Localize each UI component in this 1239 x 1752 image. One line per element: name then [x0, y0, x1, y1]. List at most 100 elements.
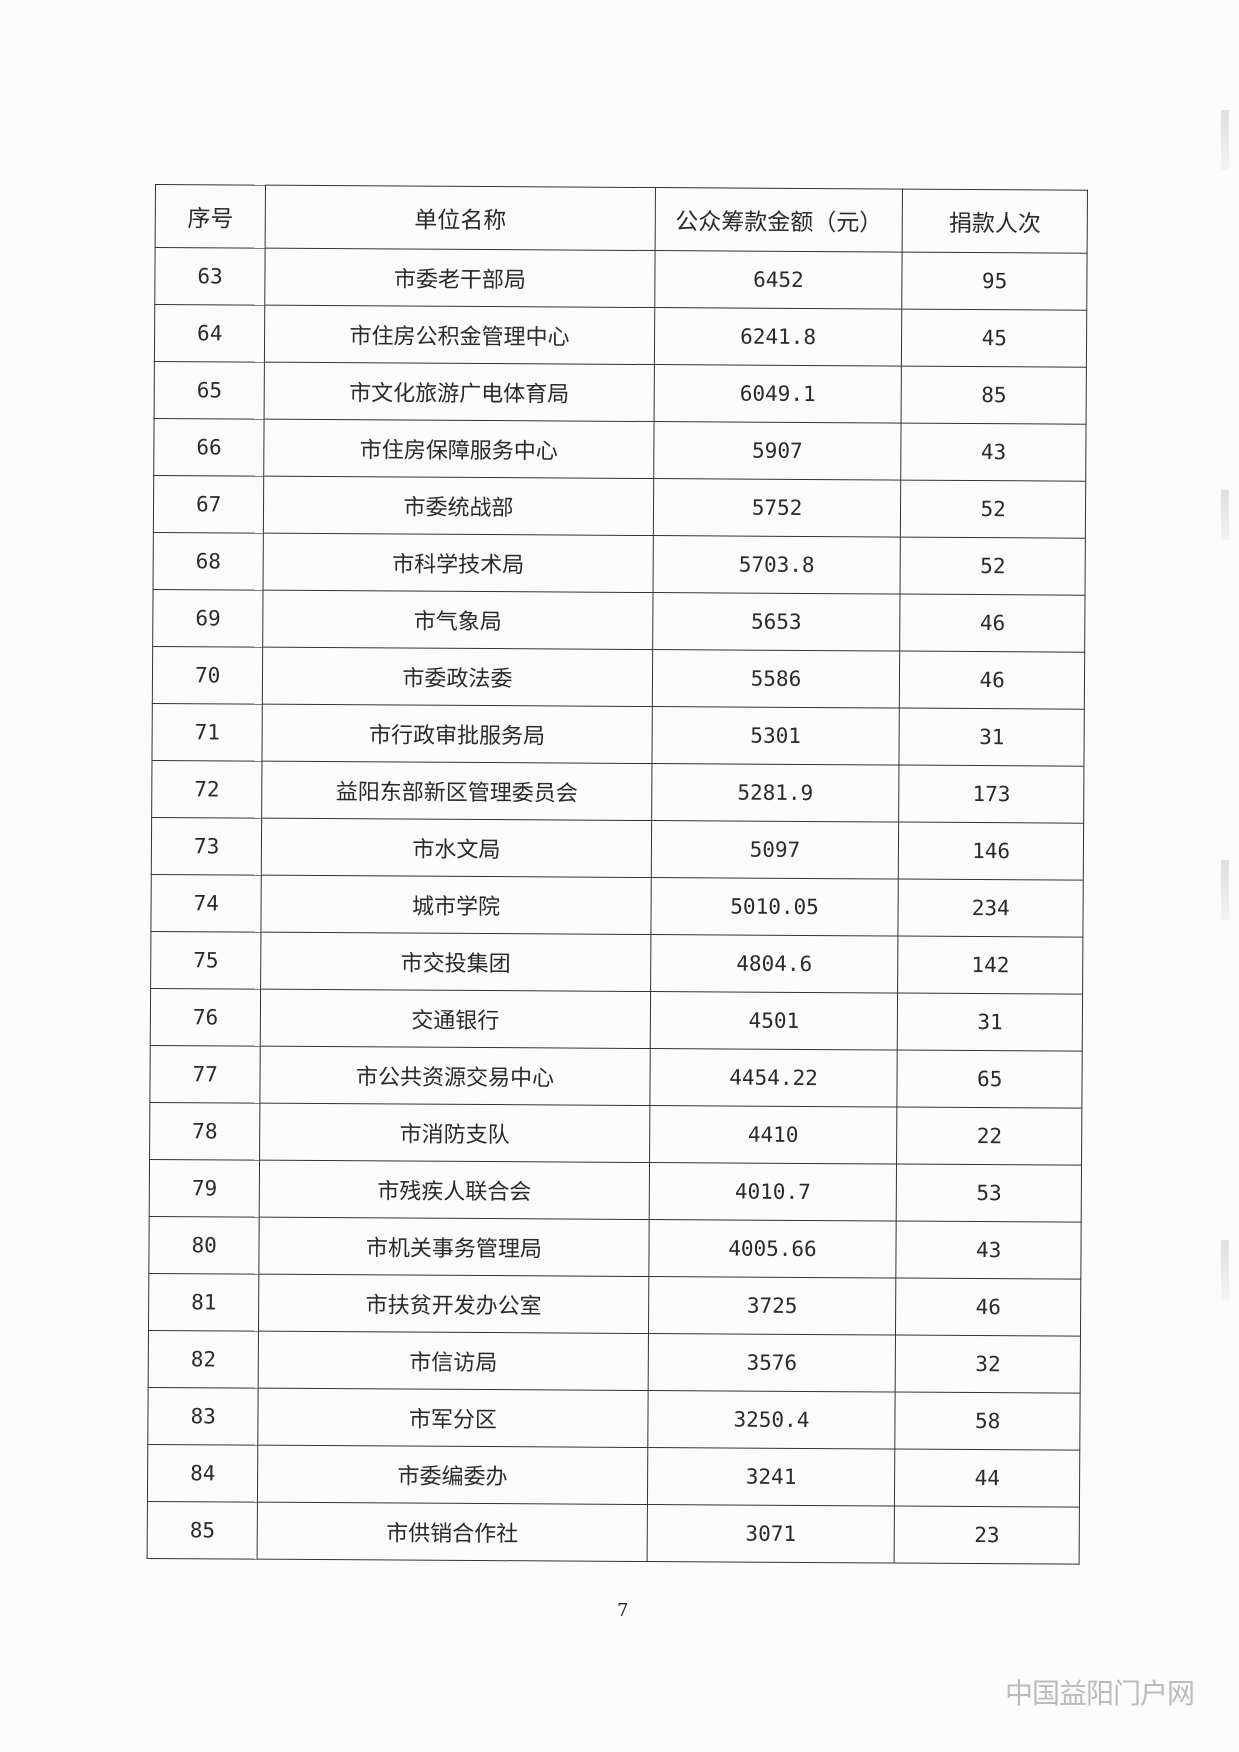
row-index: 69 [152, 589, 264, 648]
donor-count: 146 [898, 822, 1084, 881]
scan-artifact [1221, 490, 1229, 540]
watermark: 中国益阳门户网 [1005, 1677, 1195, 1710]
amount: 3241 [647, 1447, 896, 1507]
table-row: 63 市委老干部局 6452 95 [154, 247, 1088, 311]
amount: 3576 [647, 1333, 896, 1393]
donor-count: 53 [896, 1164, 1082, 1223]
amount: 5653 [652, 592, 901, 652]
donor-count: 85 [901, 366, 1087, 425]
unit-name: 市委统战部 [263, 476, 654, 536]
table-row: 83 市军分区 3250.4 58 [147, 1387, 1081, 1451]
amount: 4005.66 [648, 1219, 897, 1279]
donor-count: 46 [895, 1278, 1081, 1337]
unit-name: 市文化旅游广电体育局 [264, 362, 655, 422]
row-index: 81 [148, 1273, 260, 1332]
table-row: 81 市扶贫开发办公室 3725 46 [148, 1273, 1081, 1337]
donor-count: 52 [900, 480, 1086, 539]
amount: 4804.6 [650, 934, 899, 994]
table-row: 70 市委政法委 5586 46 [152, 646, 1085, 710]
amount: 5281.9 [651, 763, 900, 823]
row-index: 66 [153, 418, 265, 477]
donor-count: 173 [899, 765, 1084, 824]
amount: 5703.8 [652, 535, 901, 595]
row-index: 73 [151, 817, 262, 876]
scan-artifact [1221, 860, 1229, 920]
unit-name: 市委政法委 [262, 647, 653, 707]
row-index: 72 [151, 760, 263, 819]
amount: 5097 [650, 820, 900, 880]
amount: 3250.4 [647, 1390, 896, 1450]
unit-name: 市科学技术局 [263, 533, 653, 593]
donor-count: 31 [899, 708, 1085, 767]
unit-name: 市住房保障服务中心 [264, 419, 654, 479]
row-index: 78 [149, 1102, 261, 1161]
row-index: 80 [148, 1216, 260, 1275]
unit-name: 市扶贫开发办公室 [258, 1274, 649, 1334]
donor-count: 234 [898, 879, 1084, 938]
unit-name: 市住房公积金管理中心 [264, 305, 655, 365]
table-row: 85 市供销合作社 3071 23 [147, 1501, 1080, 1565]
donor-count: 23 [894, 1506, 1080, 1565]
row-index: 82 [148, 1330, 259, 1389]
donor-count: 65 [897, 1050, 1083, 1109]
unit-name: 市消防支队 [259, 1103, 650, 1163]
table-header-row: 序号 单位名称 公众筹款金额（元） 捐款人次 [155, 184, 1088, 254]
table-row: 65 市文化旅游广电体育局 6049.1 85 [154, 361, 1087, 425]
row-index: 63 [154, 247, 266, 306]
unit-name: 市气象局 [263, 590, 653, 650]
donor-count: 95 [902, 252, 1088, 311]
unit-name: 市交投集团 [260, 932, 651, 992]
row-index: 64 [154, 304, 266, 363]
unit-name: 交通银行 [260, 989, 651, 1049]
unit-name: 市委老干部局 [265, 248, 655, 308]
row-index: 79 [149, 1159, 260, 1218]
table-row: 84 市委编委办 3241 44 [147, 1444, 1080, 1508]
table-row: 66 市住房保障服务中心 5907 43 [153, 418, 1087, 482]
amount: 6049.1 [653, 364, 902, 424]
amount: 4410 [649, 1105, 898, 1165]
table-row: 64 市住房公积金管理中心 6241.8 45 [154, 304, 1087, 368]
row-index: 77 [149, 1045, 261, 1104]
amount: 3725 [648, 1276, 897, 1336]
amount: 5301 [651, 706, 900, 766]
amount: 5907 [653, 421, 902, 481]
donor-count: 58 [895, 1392, 1081, 1451]
unit-name: 市供销合作社 [257, 1502, 648, 1562]
donor-count: 46 [900, 594, 1086, 653]
page-number: 7 [617, 1600, 629, 1621]
table-row: 74 城市学院 5010.05 234 [150, 874, 1084, 938]
table-row: 78 市消防支队 4410 22 [149, 1102, 1082, 1166]
donor-count: 32 [895, 1335, 1081, 1394]
table-row: 80 市机关事务管理局 4005.66 43 [148, 1216, 1082, 1280]
row-index: 70 [152, 646, 264, 705]
amount: 4501 [649, 991, 898, 1051]
header-amount: 公众筹款金额（元） [654, 187, 903, 253]
unit-name: 城市学院 [261, 875, 651, 935]
row-index: 85 [147, 1501, 258, 1560]
row-index: 76 [150, 988, 261, 1047]
table-row: 67 市委统战部 5752 52 [153, 475, 1086, 539]
donor-count: 22 [896, 1107, 1082, 1166]
table-row: 75 市交投集团 4804.6 142 [150, 931, 1083, 995]
unit-name: 益阳东部新区管理委员会 [261, 761, 652, 821]
amount: 4454.22 [649, 1048, 898, 1108]
amount: 3071 [646, 1504, 895, 1564]
header-donor-count: 捐款人次 [902, 189, 1088, 254]
unit-name: 市水文局 [261, 818, 652, 878]
donor-count: 44 [894, 1449, 1080, 1508]
unit-name: 市公共资源交易中心 [260, 1046, 650, 1106]
table-row: 77 市公共资源交易中心 4454.22 65 [149, 1045, 1083, 1109]
amount: 6241.8 [654, 307, 903, 367]
donor-count: 46 [899, 651, 1085, 710]
header-unit-name: 单位名称 [265, 185, 656, 251]
row-index: 68 [153, 532, 264, 591]
unit-name: 市委编委办 [257, 1445, 648, 1505]
table-row: 72 益阳东部新区管理委员会 5281.9 173 [151, 760, 1084, 824]
amount: 4010.7 [648, 1162, 897, 1222]
unit-name: 市信访局 [258, 1331, 649, 1391]
table-row: 73 市水文局 5097 146 [151, 817, 1084, 881]
amount: 6452 [654, 250, 903, 310]
amount: 5010.05 [650, 877, 899, 937]
donor-count: 142 [897, 936, 1083, 995]
donor-count: 45 [901, 309, 1087, 368]
